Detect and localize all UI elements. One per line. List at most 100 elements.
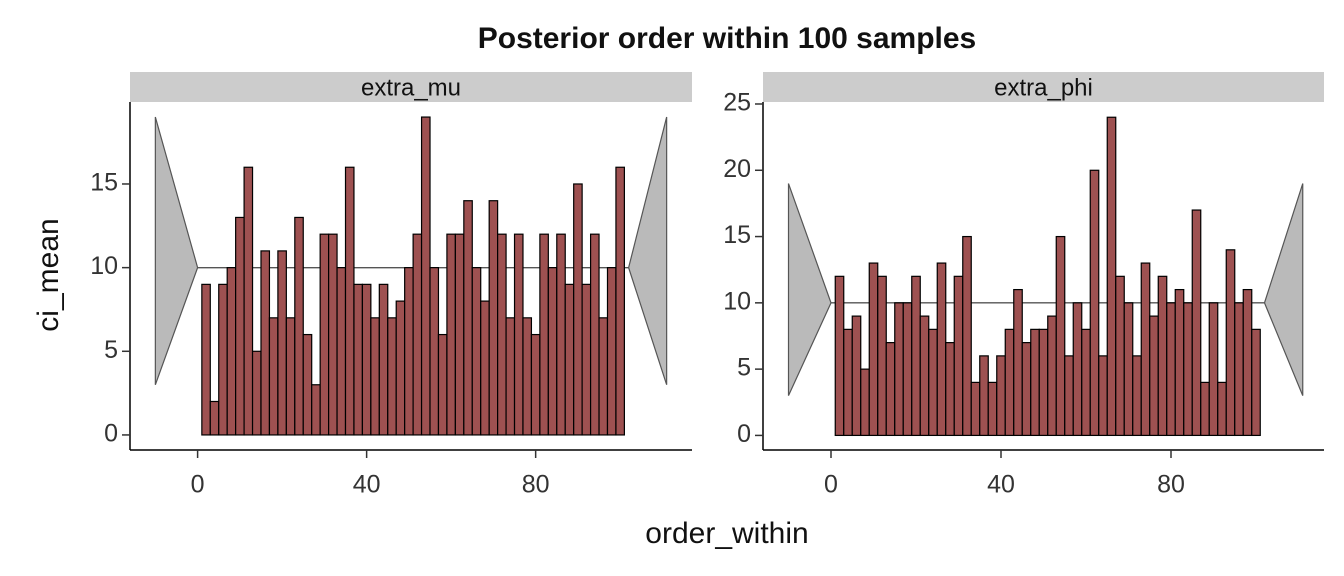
bar xyxy=(902,302,913,437)
bar xyxy=(928,328,938,437)
bar xyxy=(996,355,1006,437)
bar xyxy=(336,267,347,436)
bar xyxy=(1021,342,1032,437)
y-axis-title: ci_mean xyxy=(32,218,65,331)
bar xyxy=(201,283,211,436)
y-tick-label: 5 xyxy=(737,354,751,382)
bar xyxy=(885,342,896,437)
bar xyxy=(936,262,947,437)
bar xyxy=(598,317,609,436)
bar xyxy=(987,381,998,437)
bar xyxy=(1038,328,1049,437)
bar xyxy=(344,166,355,436)
bar xyxy=(556,233,566,436)
bar xyxy=(420,116,431,436)
facet-strip xyxy=(130,72,692,102)
bar xyxy=(1149,315,1159,437)
bar xyxy=(1242,288,1253,437)
bar xyxy=(446,233,456,436)
bar xyxy=(285,317,296,436)
bar xyxy=(1191,209,1202,437)
bar xyxy=(539,233,549,436)
bar xyxy=(429,267,440,436)
chart-title: Posterior order within 100 samples xyxy=(478,22,977,55)
bar xyxy=(463,200,473,436)
bar xyxy=(573,183,583,436)
bar xyxy=(513,233,524,436)
facet-label: extra_mu xyxy=(361,74,461,101)
x-axis-title: order_within xyxy=(645,517,808,550)
x-tick-label: 0 xyxy=(191,471,205,499)
bar xyxy=(311,384,321,436)
bar xyxy=(1200,381,1210,437)
y-tick-label: 5 xyxy=(104,336,118,364)
bar xyxy=(1157,275,1168,437)
y-tick-label: 10 xyxy=(90,252,118,280)
bar xyxy=(277,250,287,436)
bar xyxy=(547,267,558,436)
bar xyxy=(945,342,955,437)
bar xyxy=(260,250,271,436)
bar xyxy=(522,317,533,436)
bar xyxy=(1140,262,1151,437)
bar xyxy=(235,216,245,436)
x-tick-label: 40 xyxy=(987,471,1015,499)
bar xyxy=(1089,169,1100,437)
bar xyxy=(471,267,482,436)
bar xyxy=(1225,249,1236,437)
bar xyxy=(1115,275,1125,437)
bar xyxy=(209,400,220,436)
bar xyxy=(268,317,279,436)
bar xyxy=(615,166,625,436)
bar xyxy=(1030,328,1040,437)
x-tick-label: 40 xyxy=(353,471,381,499)
bar xyxy=(1047,315,1057,437)
bar xyxy=(412,233,423,436)
y-tick-label: 0 xyxy=(104,420,118,448)
bar xyxy=(953,275,964,437)
bar xyxy=(497,233,507,436)
bar xyxy=(843,328,853,437)
bar xyxy=(1123,302,1134,437)
bar xyxy=(395,300,406,436)
bar xyxy=(851,315,862,437)
bar xyxy=(454,233,465,436)
bar xyxy=(911,275,921,437)
bar xyxy=(1013,288,1023,437)
bar xyxy=(505,317,516,436)
bar xyxy=(353,283,364,436)
y-tick-label: 0 xyxy=(737,420,751,448)
bar xyxy=(437,333,448,436)
bar xyxy=(226,267,237,436)
bar xyxy=(606,267,617,436)
bar xyxy=(1132,355,1142,437)
bar xyxy=(480,300,490,436)
bar xyxy=(251,350,262,436)
bar xyxy=(1055,235,1066,437)
bar xyxy=(488,200,499,436)
y-tick-label: 20 xyxy=(723,155,751,183)
bar xyxy=(319,233,330,436)
bar xyxy=(1072,302,1083,437)
y-tick-label: 15 xyxy=(90,169,118,197)
y-tick-label: 25 xyxy=(723,89,751,117)
bar xyxy=(1098,355,1108,437)
bar xyxy=(1081,328,1091,437)
bar xyxy=(970,381,981,437)
bar xyxy=(1064,355,1074,437)
bar xyxy=(294,216,304,436)
bar xyxy=(868,262,879,437)
facet-label: extra_phi xyxy=(994,74,1093,101)
bar xyxy=(1004,328,1015,437)
bar xyxy=(404,267,414,436)
bar xyxy=(962,235,972,437)
bar xyxy=(979,355,989,437)
bar xyxy=(834,275,845,437)
bar xyxy=(530,333,541,436)
bar xyxy=(564,283,575,436)
x-tick-label: 0 xyxy=(824,471,838,499)
bar xyxy=(581,283,592,436)
bar xyxy=(1166,302,1176,437)
bar xyxy=(1183,302,1193,437)
